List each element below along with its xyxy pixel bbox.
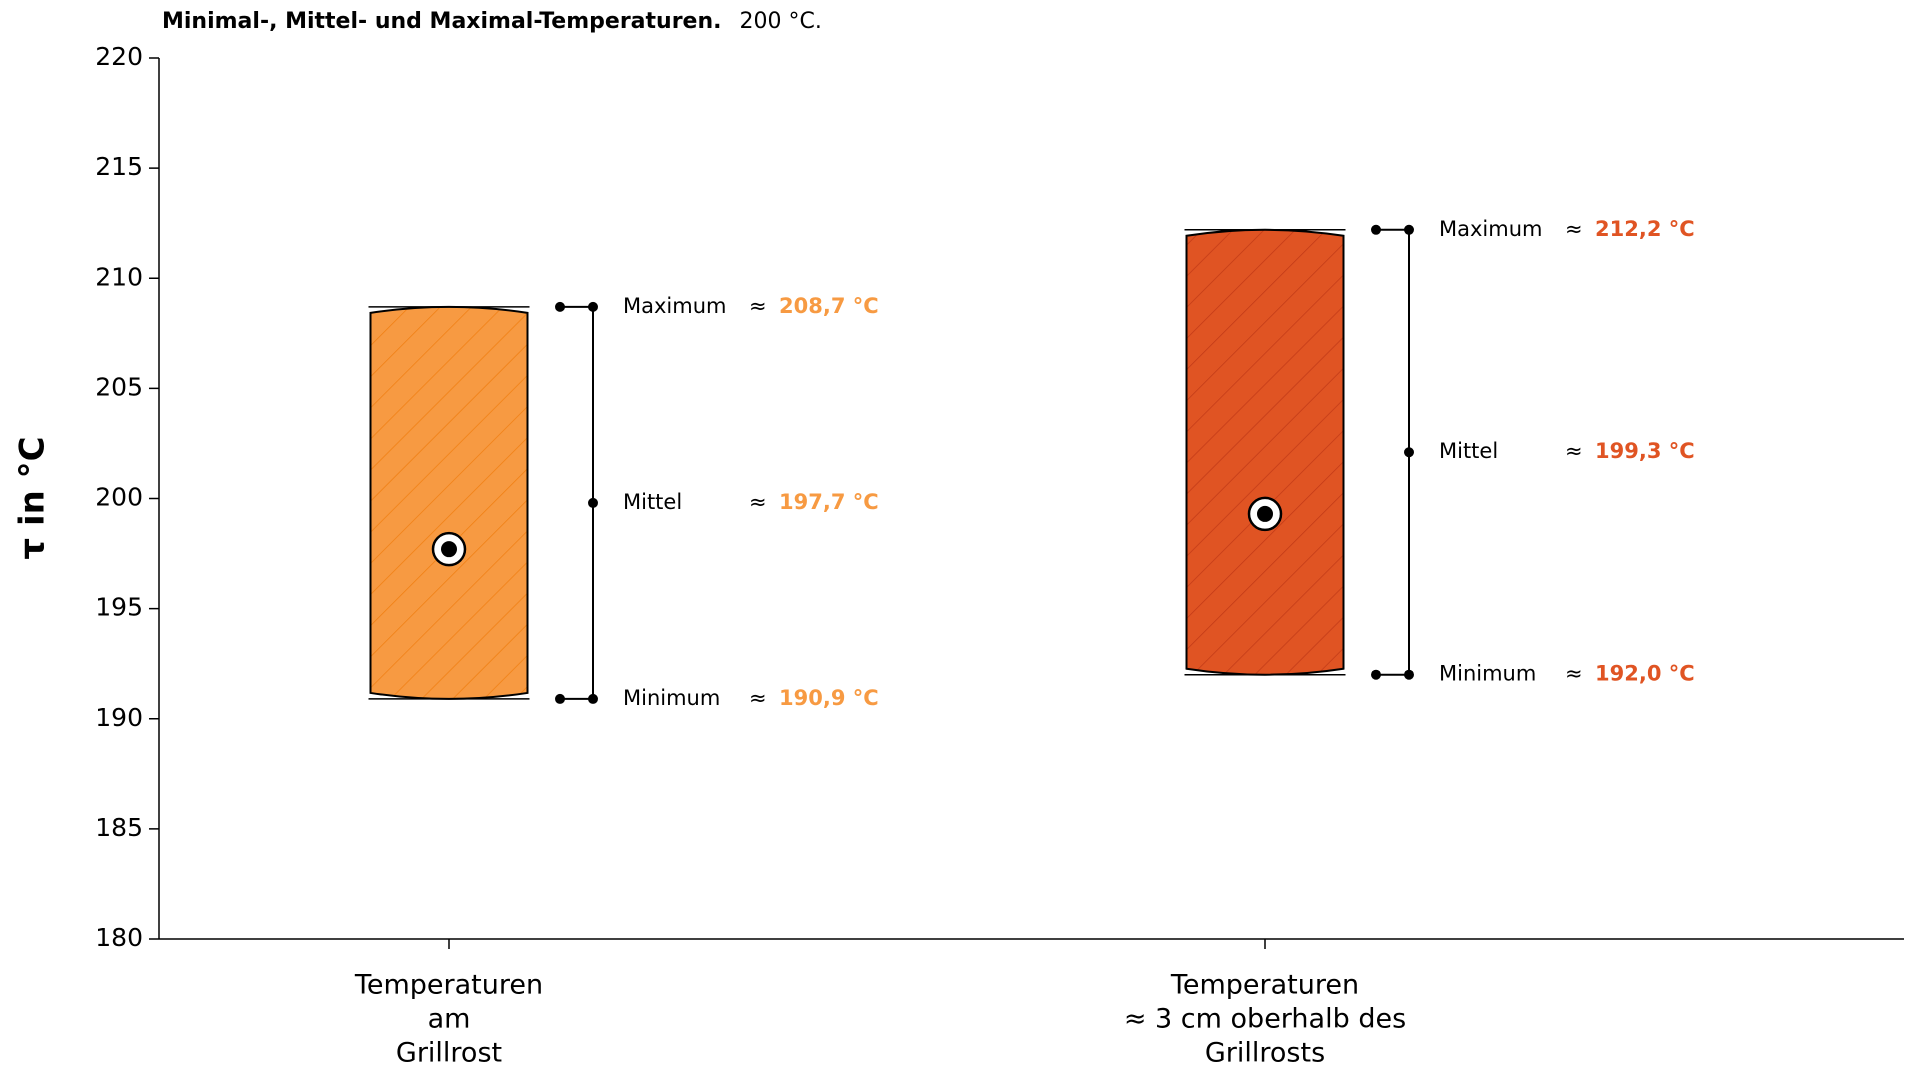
annotation-approx: ≈ xyxy=(1565,217,1583,241)
x-tick-label: Grillrosts xyxy=(1205,1038,1325,1069)
range-bar xyxy=(369,305,529,700)
range-bar xyxy=(1185,228,1345,676)
chart-subtitle: 200 °C. xyxy=(740,9,822,34)
annotation-approx: ≈ xyxy=(749,686,767,710)
y-tick-label: 195 xyxy=(95,593,143,622)
x-tick-label: Temperaturen xyxy=(354,970,543,1001)
y-tick-label: 200 xyxy=(95,483,143,512)
y-axis-label: τ in °C xyxy=(13,436,53,559)
annotation-value: 212,2 °C xyxy=(1595,217,1695,241)
bracket-dot xyxy=(588,301,598,312)
y-tick-label: 215 xyxy=(95,152,143,181)
bracket-dot xyxy=(1404,669,1414,680)
x-tick-label: Grillrost xyxy=(396,1038,502,1069)
annotation-value: 190,9 °C xyxy=(779,686,879,710)
mean-dot xyxy=(1257,505,1273,522)
annotation-value: 197,7 °C xyxy=(779,490,879,514)
annotation-approx: ≈ xyxy=(1565,439,1583,463)
bracket-dot xyxy=(1371,224,1381,235)
x-tick-label: Temperaturen xyxy=(1170,970,1359,1001)
annotation-name: Mittel xyxy=(1439,439,1498,463)
bracket-dot xyxy=(1404,447,1414,458)
bracket-dot xyxy=(588,693,598,704)
mean-dot xyxy=(441,541,457,558)
bracket-dot xyxy=(555,301,565,312)
annotation-approx: ≈ xyxy=(749,490,767,514)
bracket-dot xyxy=(1371,669,1381,680)
annotation-name: Mittel xyxy=(623,490,682,514)
bracket-dot xyxy=(1404,224,1414,235)
bracket-dot xyxy=(555,693,565,704)
annotation-approx: ≈ xyxy=(749,294,767,318)
annotation-value: 192,0 °C xyxy=(1595,662,1695,686)
annotation-name: Maximum xyxy=(623,294,726,318)
chart-title: Minimal-, Mittel- und Maximal-Temperatur… xyxy=(162,9,722,34)
y-tick-label: 210 xyxy=(95,262,143,291)
y-tick-label: 185 xyxy=(95,813,143,842)
x-tick-label: ≈ 3 cm oberhalb des xyxy=(1124,1004,1406,1035)
annotation-name: Minimum xyxy=(1439,662,1536,686)
annotation-approx: ≈ xyxy=(1565,662,1583,686)
annotation-value: 208,7 °C xyxy=(779,294,879,318)
x-tick-label: am xyxy=(428,1004,471,1035)
y-tick-label: 190 xyxy=(95,703,143,732)
annotation-name: Minimum xyxy=(623,686,720,710)
y-tick-label: 180 xyxy=(95,923,143,952)
annotation-value: 199,3 °C xyxy=(1595,439,1695,463)
bracket-dot xyxy=(588,497,598,508)
y-tick-label: 220 xyxy=(95,42,143,71)
annotation-name: Maximum xyxy=(1439,217,1542,241)
y-tick-label: 205 xyxy=(95,372,143,401)
